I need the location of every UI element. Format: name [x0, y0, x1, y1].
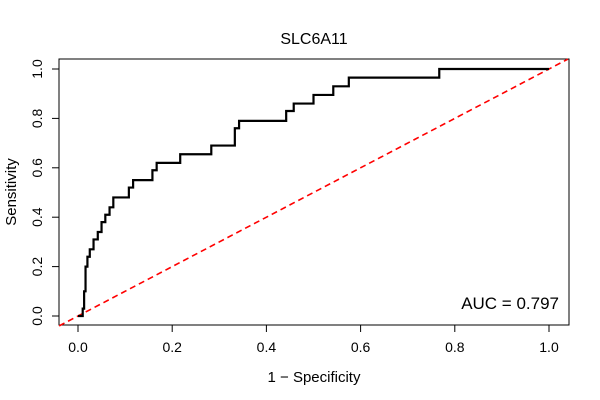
roc-curve-line	[78, 67, 549, 318]
plot-frame	[58, 58, 570, 326]
y-tick-label: 1.0	[29, 59, 45, 79]
x-axis: 0.0 0.2 0.4 0.6 0.8 1.0	[68, 325, 559, 355]
reference-diagonal-line	[58, 58, 569, 327]
x-tick-label: 0.8	[445, 339, 465, 355]
auc-annotation: AUC = 0.797	[461, 294, 559, 313]
x-tick-label: 1.0	[539, 339, 559, 355]
x-tick-label: 0.2	[162, 339, 182, 355]
x-axis-label: 1 − Specificity	[268, 369, 361, 386]
y-tick-label: 0.6	[29, 158, 45, 178]
x-tick-label: 0.6	[351, 339, 371, 355]
y-axis-label: Sensitivity	[3, 158, 20, 226]
chart-title: SLC6A11	[280, 31, 347, 48]
y-tick-label: 0.2	[29, 257, 45, 277]
y-axis: 0.0 0.2 0.4 0.6 0.8 1.0	[29, 59, 59, 326]
x-tick-label: 0.0	[68, 339, 88, 355]
x-tick-label: 0.4	[257, 339, 277, 355]
y-tick-label: 0.4	[29, 207, 45, 227]
y-tick-label: 0.0	[29, 306, 45, 326]
y-tick-label: 0.8	[29, 108, 45, 128]
